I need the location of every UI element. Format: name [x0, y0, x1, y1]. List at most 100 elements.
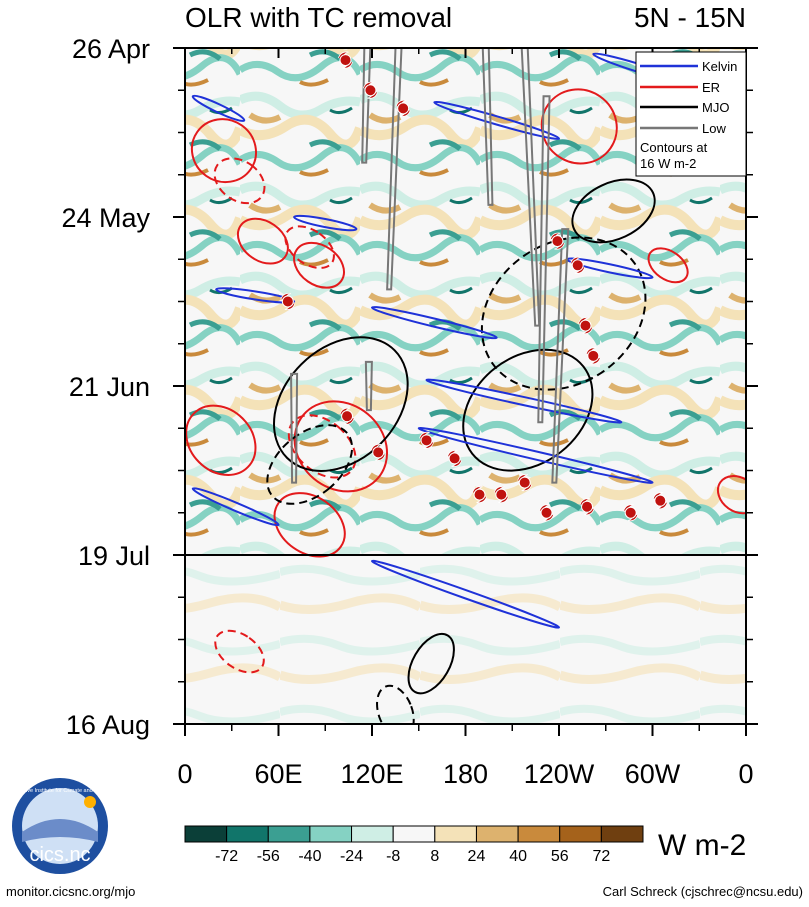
- x-tick-label: 180: [443, 759, 488, 789]
- kelvin-contour: [425, 378, 623, 424]
- colorbar-tick-label: -24: [340, 848, 363, 865]
- mjo-contour: [407, 632, 455, 695]
- legend-label-low: Low: [702, 121, 726, 136]
- colorbar-tick-label: -56: [257, 848, 280, 865]
- kelvin-contour: [293, 214, 358, 232]
- mjo-contour: [273, 336, 409, 472]
- chart-title: OLR with TC removal: [185, 2, 452, 33]
- tc-eye: [420, 434, 433, 447]
- colorbar-swatch: [600, 825, 644, 843]
- tropical-cyclone-icon: [550, 232, 565, 250]
- tropical-cyclone-icon: [447, 449, 462, 467]
- colorbar-swatch: [517, 825, 561, 843]
- tc-eye: [654, 494, 667, 507]
- tc-eye: [518, 476, 531, 489]
- tc-eye: [341, 410, 354, 423]
- tropical-cyclone-icon: [472, 486, 487, 504]
- tc-eye: [281, 295, 294, 308]
- low-contour: [551, 228, 570, 484]
- er-contour: [293, 241, 345, 289]
- y-tick-label: 24 May: [61, 203, 150, 233]
- tropical-cyclone-icon: [493, 486, 509, 504]
- er-contour: [716, 475, 746, 515]
- tc-eye: [581, 500, 594, 513]
- colorbar-tick-label: -8: [386, 848, 400, 865]
- er-contour: [213, 157, 266, 205]
- legend-note-line2: 16 W m-2: [640, 156, 696, 171]
- low-contour: [537, 95, 551, 424]
- tropical-cyclone-icon: [363, 81, 378, 99]
- colorbar-swatch: [226, 825, 269, 843]
- logo-ring-text: Cooperative Institute for Climate and Sa…: [3, 788, 116, 794]
- cics-logo: Cooperative Institute for Climate and Sa…: [3, 778, 117, 874]
- forecast-anomaly-field: [185, 556, 746, 724]
- tc-eye: [372, 446, 385, 459]
- colorbar-tick-label: -40: [298, 848, 321, 865]
- colorbar: -72 -56 -40 -24 -8 8 24 40 56 72: [184, 825, 644, 865]
- tropical-cyclone-icon: [517, 474, 533, 492]
- er-contour: [214, 629, 265, 674]
- chart-subtitle: 5N - 15N: [634, 2, 746, 33]
- legend-label-mjo: MJO: [702, 100, 729, 115]
- x-tick-label: 60E: [254, 759, 302, 789]
- tc-eye: [473, 488, 486, 501]
- logo-earth-arc: [22, 819, 98, 842]
- tropical-cyclone-icon: [623, 504, 639, 522]
- y-tick-label: 26 Apr: [72, 34, 150, 64]
- tropical-cyclone-icon: [585, 347, 601, 365]
- colorbar-tick-label: 72: [592, 848, 610, 865]
- legend-note-line1: Contours at: [640, 140, 708, 155]
- tropical-cyclone-icon: [570, 256, 586, 274]
- x-tick-label: 60W: [625, 759, 681, 789]
- kelvin-contour: [191, 487, 280, 527]
- tropical-cyclone-icon: [578, 317, 593, 335]
- legend-box: [635, 51, 747, 177]
- low-contour: [361, 48, 372, 164]
- footer-right-credit: Carl Schreck (cjschrec@ncsu.edu): [603, 884, 803, 899]
- tc-eye: [579, 319, 592, 332]
- tropical-cyclone-icon: [419, 431, 434, 449]
- tc-eye: [397, 102, 410, 115]
- y-tick-label: 19 Jul: [78, 541, 150, 571]
- colorbar-swatch: [559, 825, 602, 843]
- mjo-contour: [480, 236, 647, 391]
- y-tick-label: 21 Jun: [69, 372, 150, 402]
- tc-eye: [551, 235, 564, 248]
- colorbar-swatch: [309, 825, 353, 843]
- colorbar-tick-label: 8: [430, 848, 439, 865]
- tropical-cyclone-icon: [280, 292, 296, 311]
- legend-label-er: ER: [702, 80, 720, 95]
- x-tick-label: 120E: [340, 759, 403, 789]
- x-tick-label: 120W: [524, 759, 595, 789]
- tropical-cyclone-icon: [395, 99, 411, 117]
- kelvin-contour: [370, 306, 498, 340]
- kelvin-contour: [417, 426, 654, 484]
- footer-left-url: monitor.cicsnc.org/mjo: [6, 884, 135, 899]
- tropical-cyclone-icon: [370, 443, 386, 461]
- tc-eye: [495, 488, 508, 501]
- colorbar-tick-label: 56: [551, 848, 569, 865]
- colorbar-swatch: [267, 825, 311, 843]
- tc-eye: [624, 506, 637, 519]
- low-contour: [386, 48, 403, 291]
- x-tick-label: 0: [738, 759, 753, 789]
- mjo-contour: [571, 178, 656, 244]
- legend-label-kelvin: Kelvin: [702, 59, 737, 74]
- tropical-cyclone-icon: [652, 492, 668, 510]
- colorbar-swatch: [184, 825, 228, 843]
- tropical-cyclone-icon: [339, 407, 355, 425]
- kelvin-contour: [215, 287, 296, 304]
- er-contour: [647, 247, 689, 284]
- logo-sun-icon: [84, 796, 96, 808]
- logo-text: cics.nc: [29, 844, 90, 866]
- tc-eye: [571, 259, 584, 272]
- er-contour: [540, 88, 618, 165]
- low-contour: [364, 360, 373, 412]
- colorbar-swatch: [475, 825, 519, 843]
- tc-eye: [540, 506, 553, 519]
- legend: Kelvin ER MJO Low Contours at 16 W m-2: [635, 51, 747, 177]
- tropical-cyclone-icon: [539, 504, 554, 522]
- colorbar-unit: W m-2: [658, 829, 746, 862]
- colorbar-swatch: [392, 825, 436, 843]
